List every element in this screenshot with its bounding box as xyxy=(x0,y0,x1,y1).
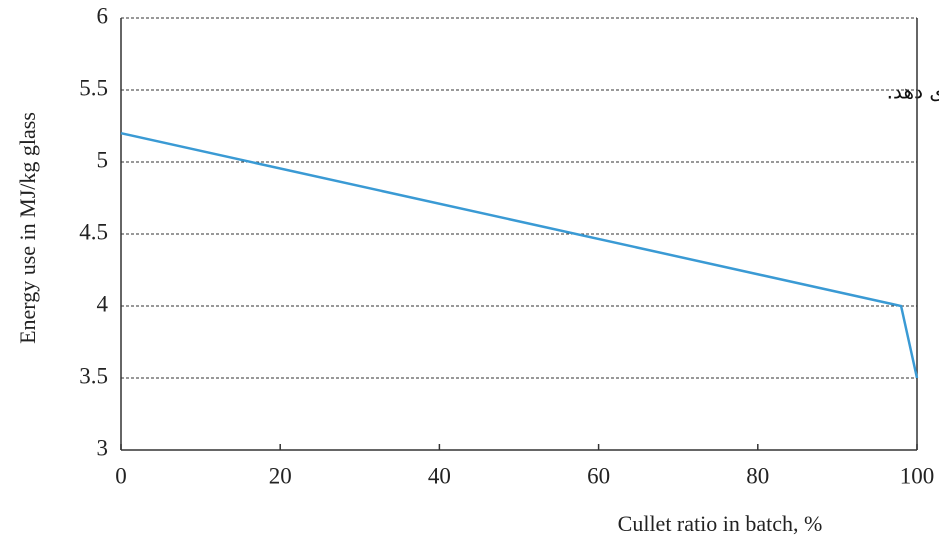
y-tick-label: 4 xyxy=(97,291,109,316)
x-tick-label: 40 xyxy=(428,463,451,488)
y-tick-label: 4.5 xyxy=(79,219,108,244)
y-tick-label: 5 xyxy=(97,147,109,172)
y-tick-label: 6 xyxy=(97,3,109,28)
x-axis-label: Cullet ratio in batch, % xyxy=(618,511,823,536)
x-tick-label: 0 xyxy=(115,463,127,488)
y-tick-label: 5.5 xyxy=(79,75,108,100)
y-tick-label: 3 xyxy=(97,435,109,460)
y-tick-label: 3.5 xyxy=(79,363,108,388)
x-tick-label: 80 xyxy=(746,463,769,488)
y-axis-label: Energy use in MJ/kg glass xyxy=(15,112,40,344)
x-tick-label: 100 xyxy=(900,463,935,488)
data-line xyxy=(120,131,919,379)
x-tick-label: 20 xyxy=(269,463,292,488)
annotation: ی دهد. xyxy=(887,80,939,104)
x-tick-label: 60 xyxy=(587,463,610,488)
